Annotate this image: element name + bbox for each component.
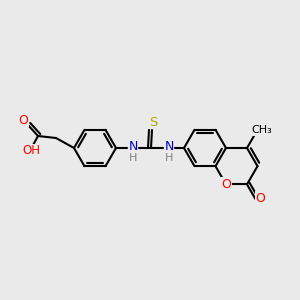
Text: OH: OH [22,145,40,158]
Text: H: H [129,153,137,163]
Text: N: N [128,140,138,154]
Text: N: N [164,140,174,154]
Text: H: H [165,153,173,163]
Text: O: O [221,178,231,191]
Text: O: O [18,113,28,127]
Text: O: O [256,192,266,205]
Text: S: S [149,116,157,128]
Text: CH₃: CH₃ [251,125,272,135]
